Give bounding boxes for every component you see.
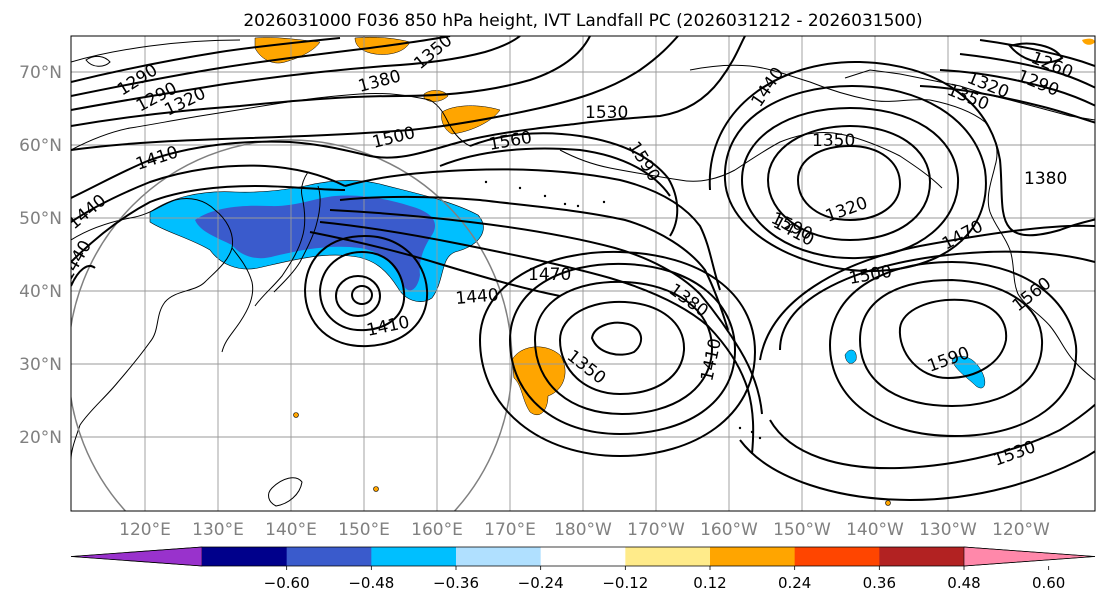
lon-label: 120°W: [992, 520, 1050, 540]
colorbar-swatch: [625, 547, 711, 566]
positive-ivt-region-small: [423, 90, 449, 102]
colorbar-tick-label: 0.24: [778, 574, 811, 592]
latitude-labels: 70°N 60°N 50°N 40°N 30°N 20°N: [19, 63, 62, 448]
lon-label: 150°E: [338, 520, 390, 540]
lon-label: 120°E: [119, 520, 171, 540]
colorbar-tick-label: 0.48: [947, 574, 980, 592]
contour-label: 1470: [528, 265, 571, 285]
contour-label: 1350: [812, 131, 855, 151]
positive-ivt-region-ne: [1082, 38, 1095, 45]
contour-label: 1380: [1024, 169, 1067, 189]
lat-label: 70°N: [19, 63, 62, 83]
contour-label: 1530: [585, 103, 628, 123]
strong-negative-ivt-region: [195, 195, 436, 291]
blue-patch-ne-pacific: [844, 349, 857, 364]
colorbar-swatch: [879, 547, 965, 566]
small-islands: [293, 180, 891, 506]
colorbar-tick-label: 0.60: [1032, 574, 1065, 592]
colorbar-swatch: [286, 547, 372, 566]
lon-label: 160°W: [700, 520, 758, 540]
map-area: 1290 1290 1320 1350 1380 1410 1440 1500 …: [71, 36, 1095, 511]
colorbar-swatch: [540, 547, 626, 566]
lon-label: 160°E: [411, 520, 463, 540]
colorbar-tick-label: −0.48: [348, 574, 394, 592]
lon-label: 170°E: [484, 520, 536, 540]
colorbar: −0.60 −0.48 −0.36 −0.24 −0.12 0.12 0.24 0.36 0.4…: [70, 546, 1096, 592]
colorbar-tick-label: −0.36: [433, 574, 479, 592]
positive-ivt-region-bering: [441, 105, 501, 135]
colorbar-swatch: [456, 547, 542, 566]
longitude-labels: 120°E 130°E 140°E 150°E 160°E 170°E 180°…: [119, 520, 1050, 540]
lon-label: 180°W: [554, 520, 612, 540]
height-contours: [71, 36, 1095, 502]
lat-label: 50°N: [19, 209, 62, 229]
colorbar-tick-label: −0.24: [518, 574, 564, 592]
lon-label: 150°W: [773, 520, 831, 540]
colorbar-swatch: [371, 547, 457, 566]
colorbar-swatch: [794, 547, 880, 566]
colorbar-outline: [70, 546, 1096, 567]
lat-label: 40°N: [19, 282, 62, 302]
colorbar-extend-high: [963, 546, 1096, 567]
colorbar-swatch: [710, 547, 796, 566]
coastlines: [71, 39, 1095, 507]
colorbar-tick-label: −0.12: [602, 574, 648, 592]
colorbar-tick-label: 0.36: [863, 574, 896, 592]
colorbar-tick-label: −0.60: [264, 574, 310, 592]
lon-label: 130°W: [919, 520, 977, 540]
contour-label: 1440: [455, 285, 500, 309]
lon-label: 170°W: [627, 520, 685, 540]
map-frame: [70, 35, 1096, 512]
lat-label: 60°N: [19, 136, 62, 156]
lat-label: 30°N: [19, 355, 62, 375]
lon-label: 140°W: [846, 520, 904, 540]
lat-label: 20°N: [19, 428, 62, 448]
colorbar-extend-low: [70, 546, 203, 567]
colorbar-swatch: [202, 547, 288, 566]
colorbar-tick-label: 0.12: [693, 574, 726, 592]
positive-ivt-region-north: [254, 37, 321, 64]
map-title: 2026031000 F036 850 hPa height, IVT Land…: [243, 11, 922, 31]
lon-label: 130°E: [192, 520, 244, 540]
lon-label: 140°E: [265, 520, 317, 540]
